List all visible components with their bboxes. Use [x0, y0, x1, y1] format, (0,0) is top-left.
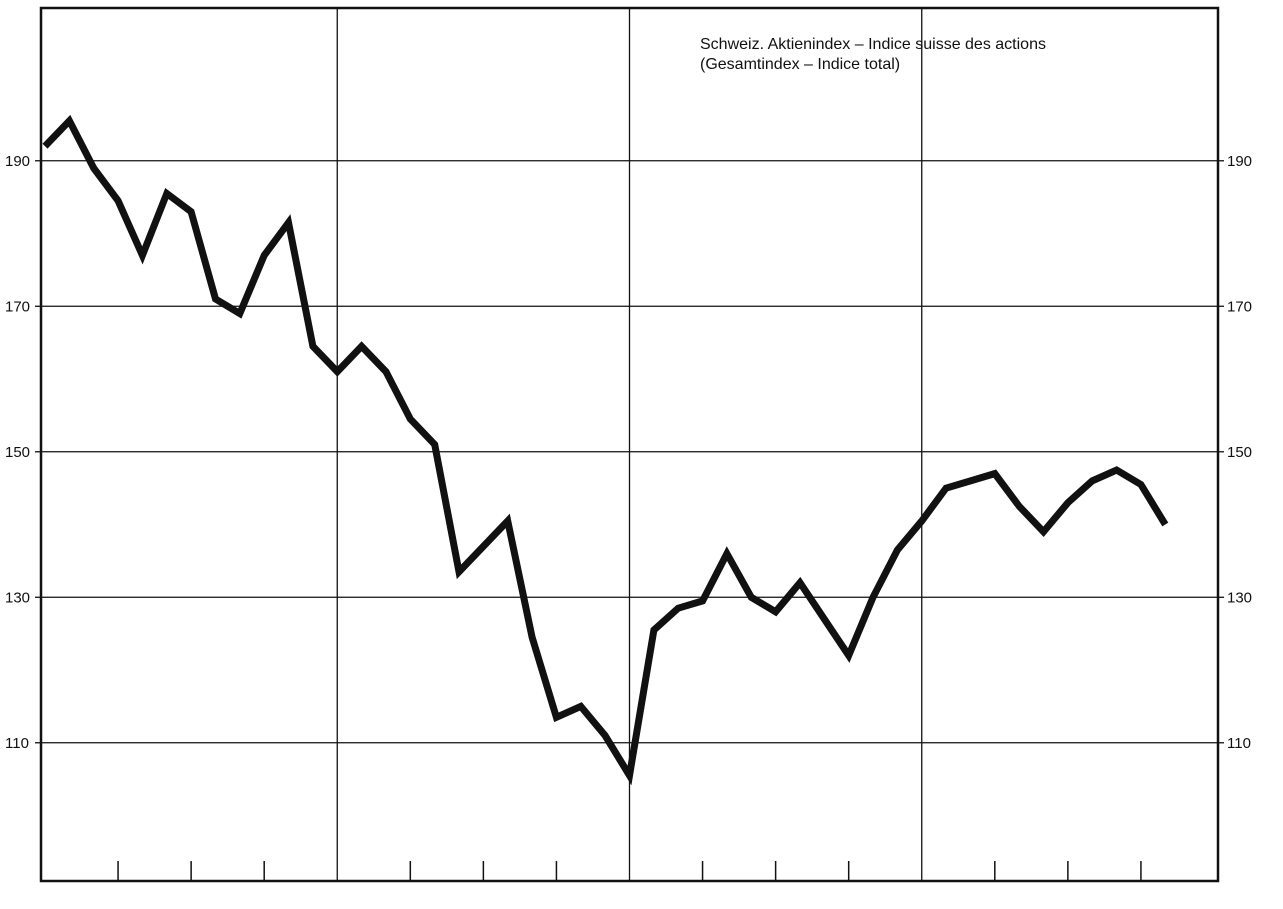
y-tick-label-left: 190: [5, 153, 30, 170]
y-tick-label-left: 150: [5, 444, 30, 461]
chart-title-line1: Schweiz. Aktienindex – Indice suisse des…: [700, 36, 1046, 53]
y-tick-label-right: 190: [1227, 153, 1252, 170]
y-tick-label-right: 170: [1227, 298, 1252, 315]
plot-frame: [39, 6, 1220, 883]
y-tick-label-left: 170: [5, 298, 30, 315]
y-tick-label-left: 130: [5, 589, 30, 606]
y-tick-label-left: 110: [5, 735, 29, 752]
series-layer: [42, 114, 1169, 786]
y-tick-label-right: 150: [1227, 444, 1252, 461]
grid-lines: [41, 8, 1218, 881]
tick-labels: 110 110 130 130 150 150 170 170 190 190: [5, 153, 1252, 752]
series-line-0: [42, 114, 1169, 786]
y-tick-label-right: 130: [1227, 589, 1252, 606]
chart-title-line2: (Gesamtindex – Indice total): [700, 56, 900, 73]
y-tick-label-right: 110: [1227, 735, 1251, 752]
